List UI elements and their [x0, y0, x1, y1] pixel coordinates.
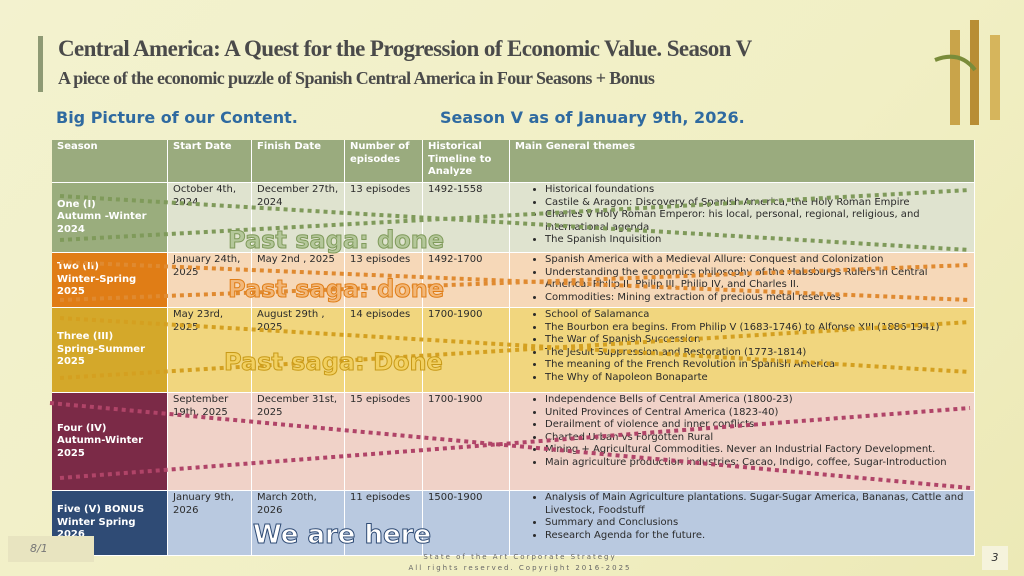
themes-cell: School of SalamancaThe Bourbon era begin…	[510, 308, 975, 393]
theme-item: The Spanish Inquisition	[545, 234, 969, 247]
season-line: 2025	[57, 447, 85, 459]
theme-item: Spanish America with a Medieval Allure: …	[545, 254, 969, 267]
theme-item: Derailment of violence and inner conflic…	[545, 419, 969, 432]
footer-line: State of the Art Corporate Strategy	[423, 553, 617, 561]
column-header: Finish Date	[252, 140, 345, 183]
themes-list: Independence Bells of Central America (1…	[515, 394, 969, 469]
themes-cell: Spanish America with a Medieval Allure: …	[510, 253, 975, 308]
cell-finish: December 27th, 2024	[252, 183, 345, 253]
season-line: One (I)	[57, 198, 96, 210]
theme-item: The Bourbon era begins. From Philip V (1…	[545, 322, 969, 335]
bamboo-decoration	[934, 20, 1000, 125]
theme-item: Historical foundations	[545, 184, 969, 197]
heading-right: Season V as of January 9th, 2026.	[440, 108, 745, 127]
theme-item: The War of Spanish Succession	[545, 334, 969, 347]
cell-episodes: 13 episodes	[345, 253, 423, 308]
overlay-label: Past saga: done	[227, 275, 445, 304]
footer-line: All rights reserved. Copyright 2016-2025	[408, 564, 632, 572]
cell-finish: May 2nd , 2025	[252, 253, 345, 308]
themes-cell: Analysis of Main Agriculture plantations…	[510, 491, 975, 556]
themes-list: Analysis of Main Agriculture plantations…	[515, 492, 969, 542]
theme-item: Commodities: Mining extraction of precio…	[545, 292, 969, 305]
theme-item: Summary and Conclusions	[545, 517, 969, 530]
theme-item: The meaning of the French Revolution in …	[545, 359, 969, 372]
season-line: Spring-Summer	[57, 343, 146, 355]
cell-finish: December 31st, 2025	[252, 393, 345, 491]
theme-item: Independence Bells of Central America (1…	[545, 394, 969, 407]
overlay-label: Past saga: done	[227, 226, 445, 255]
cell-episodes: 13 episodes	[345, 183, 423, 253]
cell-episodes: 11 episodes	[345, 491, 423, 556]
season-line: 2025	[57, 286, 85, 298]
cell-start: January 24th, 2025	[168, 253, 252, 308]
table: Season Start Date Finish Date Number of epi…	[52, 140, 975, 556]
column-header: Main General themes	[510, 140, 975, 183]
season-line: Winter Spring 2026	[57, 516, 136, 541]
themes-list: Spanish America with a Medieval Allure: …	[515, 254, 969, 304]
title: Central America: A Quest for the Progres…	[58, 36, 752, 61]
season-cell: Five (V) BONUS Winter Spring 2026	[52, 491, 168, 556]
title-bar	[38, 36, 43, 92]
theme-item: Understanding the economics philosophy o…	[545, 267, 969, 292]
cell-timeline: 1492-1558	[423, 183, 510, 253]
theme-item: United Provinces of Central America (182…	[545, 407, 969, 420]
season-line: Five (V) BONUS	[57, 504, 145, 516]
column-header: Season	[52, 140, 168, 183]
column-header: Start Date	[168, 140, 252, 183]
theme-item: Main agriculture production industries: …	[545, 457, 969, 470]
date: 8/1	[8, 536, 94, 562]
season-line: 2024	[57, 223, 85, 235]
themes-cell: Historical foundationsCastile & Aragon: …	[510, 183, 975, 253]
season-line: Three (III)	[57, 331, 114, 343]
season-line: 2025	[57, 356, 85, 368]
cell-episodes: 14 episodes	[345, 308, 423, 393]
season-line: Autumn -Winter	[57, 211, 147, 223]
column-header: Number of episodes	[345, 140, 423, 183]
cell-start: September 19th, 2025	[168, 393, 252, 491]
theme-item: The Why of Napoleon Bonaparte	[545, 372, 969, 385]
cell-start: May 23rd, 2025	[168, 308, 252, 393]
heading-left: Big Picture of our Content.	[56, 108, 298, 127]
season-line: Two (II)	[57, 261, 99, 273]
cell-episodes: 15 episodes	[345, 393, 423, 491]
season-line: Autumn-Winter	[57, 435, 144, 447]
theme-item: School of Salamanca	[545, 309, 969, 322]
themes-cell: Independence Bells of Central America (1…	[510, 393, 975, 491]
season-cell: One (I) Autumn -Winter 2024	[52, 183, 168, 253]
column-header: Historical Timeline to Analyze	[423, 140, 510, 183]
cell-start: October 4th, 2024	[168, 183, 252, 253]
cell-timeline: 1700-1900	[423, 308, 510, 393]
subtitle: A piece of the economic puzzle of Spanis…	[58, 68, 655, 88]
cell-finish: March 20th, 2026	[252, 491, 345, 556]
season-line: Winter-Spring	[57, 273, 137, 285]
cell-start: January 9th, 2026	[168, 491, 252, 556]
themes-list: School of SalamancaThe Bourbon era begin…	[515, 309, 969, 384]
theme-item: Analysis of Main Agriculture plantations…	[545, 492, 969, 517]
theme-item: The Jesuit Suppression and Restoration (…	[545, 347, 969, 360]
theme-item: Charted Urban vs Forgotten Rural	[545, 432, 969, 445]
theme-item: Castile & Aragon: Discovery of Spanish A…	[545, 197, 969, 210]
overlay-label: We are here	[252, 520, 432, 551]
season-line: Four (IV)	[57, 422, 107, 434]
theme-item: Research Agenda for the future.	[545, 530, 969, 543]
cell-finish: August 29th , 2025	[252, 308, 345, 393]
page-number: 3	[982, 546, 1008, 570]
overlay-label: Past saga: Done	[224, 348, 444, 377]
cell-timeline: 1500-1900	[423, 491, 510, 556]
theme-item: Mining + Agricultural Commodities. Never…	[545, 444, 969, 457]
